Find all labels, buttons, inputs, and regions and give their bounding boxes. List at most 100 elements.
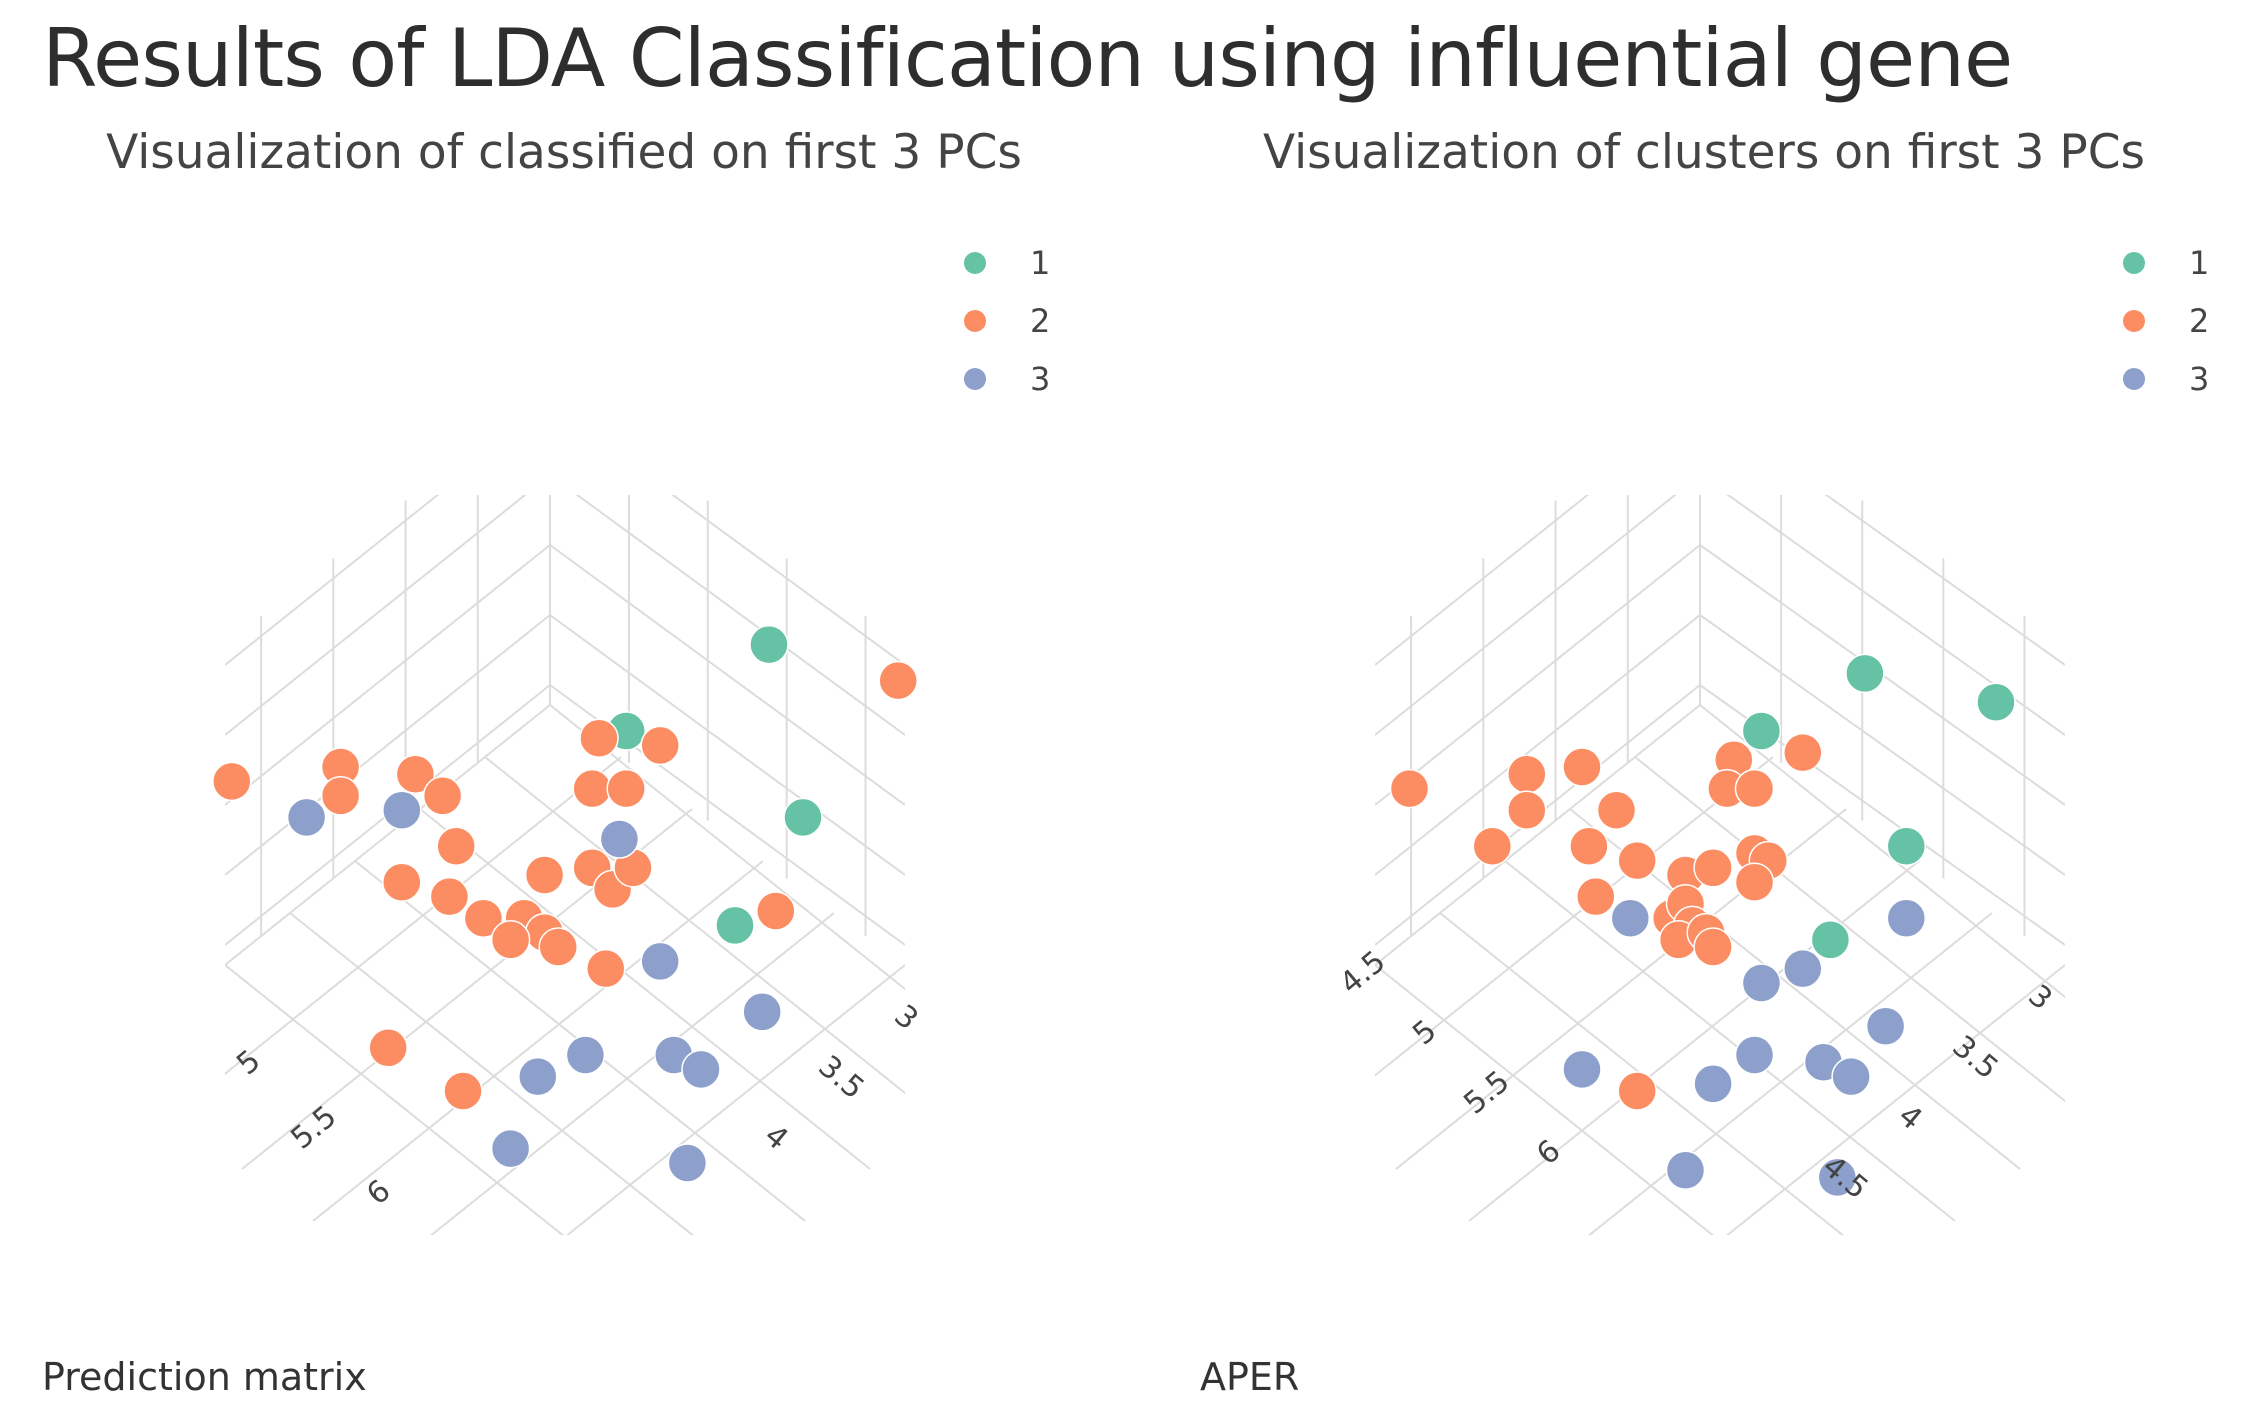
point-class-2	[1507, 754, 1547, 794]
legend: 1 2 3	[964, 244, 1050, 398]
point-class-2	[1617, 840, 1657, 881]
point-class-3	[1886, 898, 1927, 938]
grid-lines	[225, 495, 905, 1235]
grid-line	[1375, 756, 1774, 1077]
grid-line	[549, 704, 905, 991]
point-class-2	[572, 768, 612, 809]
grid-line	[671, 495, 905, 666]
legend-marker	[2123, 252, 2145, 274]
point-class-2	[606, 768, 646, 809]
point-class-2	[429, 876, 470, 917]
grid-line	[225, 704, 551, 967]
grid-line	[575, 495, 905, 736]
grid-line	[225, 614, 551, 876]
axis-tick-label: 3.5	[1946, 1029, 2005, 1086]
legend-label: 2	[1030, 302, 1050, 340]
grid-line	[1375, 495, 1677, 736]
axis-tick-label: 3	[888, 998, 925, 1037]
prediction-matrix-label: Prediction matrix	[42, 1355, 367, 1399]
point-class-3	[565, 1035, 606, 1075]
grid-line	[1375, 704, 1701, 967]
point-class-2	[1693, 927, 1733, 967]
point-class-2	[382, 862, 422, 902]
grid-line	[1375, 495, 1590, 666]
grid-line	[1375, 614, 1701, 876]
point-class-3	[1610, 898, 1651, 938]
axis-tick-label: 5	[230, 1043, 267, 1082]
chart-panel-clusters: 4.5 5 5.5 6 3 3.5 4 4.5 1 2 3 Visualization of clu…	[1134, 125, 2268, 1245]
point-class-3	[1783, 948, 1823, 989]
point-class-2	[1734, 862, 1775, 902]
point-class-3	[1865, 1006, 1906, 1046]
point-class-2	[463, 898, 504, 938]
point-class-2	[878, 660, 918, 701]
point-class-2	[320, 776, 361, 816]
chart-title-clusters: Visualization of clusters on first 3 PCs	[1262, 125, 2146, 180]
grid-line	[484, 756, 905, 1095]
grid-line	[312, 860, 764, 1222]
point-class-2	[1783, 732, 1823, 773]
point-class-2	[538, 927, 578, 967]
point-class-3	[1741, 963, 1782, 1003]
grid-line	[1375, 544, 1701, 806]
point-class-2	[422, 776, 463, 816]
grid-line	[1699, 704, 2065, 999]
point-class-3	[1562, 1049, 1602, 1090]
point-class-3	[382, 790, 422, 830]
grid-line	[549, 614, 905, 876]
point-class-3	[640, 941, 680, 982]
point-class-3	[681, 1049, 721, 1090]
grid-line	[225, 756, 622, 1076]
point-class-2	[1576, 876, 1616, 917]
grid-line	[1699, 614, 2065, 876]
aper-label: APER	[1200, 1355, 1300, 1399]
legend-label: 1	[1030, 244, 1050, 282]
grid-line	[225, 495, 527, 736]
point-class-1	[749, 624, 789, 665]
point-class-1	[1810, 920, 1851, 960]
point-class-2	[1472, 826, 1513, 866]
point-class-2	[1569, 826, 1609, 866]
point-class-3	[742, 992, 782, 1032]
point-class-2	[640, 725, 680, 766]
grid-line	[549, 544, 905, 806]
grid-line	[429, 912, 835, 1235]
point-class-2	[1562, 747, 1602, 787]
point-class-2	[586, 948, 626, 989]
point-class-2	[579, 718, 619, 758]
legend-marker	[964, 368, 986, 390]
grid-line	[1587, 912, 1993, 1235]
grid-line	[1634, 756, 2065, 1103]
grid-line	[419, 808, 871, 1170]
grid-line	[1504, 860, 1956, 1222]
legend-marker	[964, 310, 986, 332]
data-points	[1389, 653, 2016, 1198]
point-class-1	[783, 797, 823, 838]
legend: 1 2 3	[2123, 244, 2209, 398]
point-class-3	[518, 1056, 558, 1097]
point-class-3	[667, 1143, 708, 1183]
point-class-3	[599, 819, 640, 859]
point-class-3	[1693, 1064, 1733, 1104]
point-class-2	[524, 855, 565, 895]
data-points	[212, 624, 918, 1183]
point-class-3	[1817, 1157, 1858, 1198]
point-class-2	[1507, 790, 1547, 830]
point-class-3	[1734, 1035, 1775, 1075]
axis-tick-label: 4	[1892, 1098, 1929, 1137]
legend-label: 3	[1030, 360, 1050, 398]
chart-panel-classified: 5 5.5 6 3 3.5 4 1 2 3 Visualization of classifie…	[0, 125, 1134, 1245]
point-class-2	[1734, 768, 1775, 809]
point-class-2	[368, 1028, 408, 1068]
page-title: Results of LDA Classification using infl…	[42, 12, 2013, 105]
axis-tick-label: 4	[758, 1118, 795, 1157]
point-class-1	[715, 905, 755, 946]
axis-tick-label: 5.5	[284, 1099, 343, 1156]
grid-line	[1375, 964, 1715, 1235]
point-class-2	[212, 761, 252, 802]
grid-line	[1439, 912, 1845, 1235]
legend-marker	[964, 252, 986, 274]
chart-title-classified: Visualization of classified on first 3 P…	[106, 125, 1022, 180]
